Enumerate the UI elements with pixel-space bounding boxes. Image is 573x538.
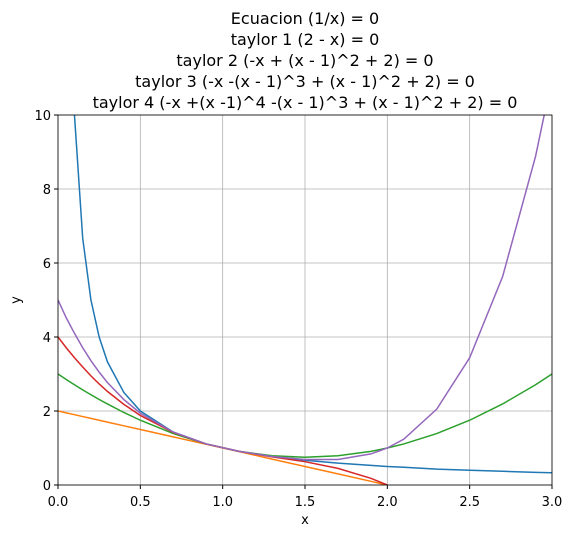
y-tick-label: 0 [43,479,51,494]
x-tick-label: 2.0 [377,495,398,510]
y-tick-label: 6 [43,257,51,272]
line-series [58,115,545,461]
x-tick-label: 1.5 [295,495,316,510]
chart-title: taylor 4 (-x +(x -1)^4 -(x - 1)^3 + (x -… [93,93,518,112]
x-tick-label: 3.0 [542,495,563,510]
x-axis-label: x [301,513,309,528]
chart-title: taylor 1 (2 - x) = 0 [231,30,380,49]
x-tick-label: 0.5 [130,495,151,510]
x-tick-label: 2.5 [459,495,480,510]
x-tick-label: 0.0 [48,495,69,510]
y-tick-label: 2 [43,405,51,420]
axes-frame [57,114,553,486]
chart-title: taylor 2 (-x + (x - 1)^2 + 2) = 0 [176,51,433,70]
line-series [58,336,388,485]
y-axis-label: y [9,296,24,304]
plot-area [58,115,552,485]
chart-title: Ecuacion (1/x) = 0 [231,9,379,28]
chart-title: taylor 3 (-x -(x - 1)^3 + (x - 1)^2 + 2)… [135,72,475,91]
y-tick-label: 4 [43,331,51,346]
x-tick-label: 1.0 [212,495,233,510]
line-series [58,410,388,485]
line-series [73,115,552,474]
y-tick-label: 10 [34,109,51,124]
y-tick-label: 8 [43,183,51,198]
